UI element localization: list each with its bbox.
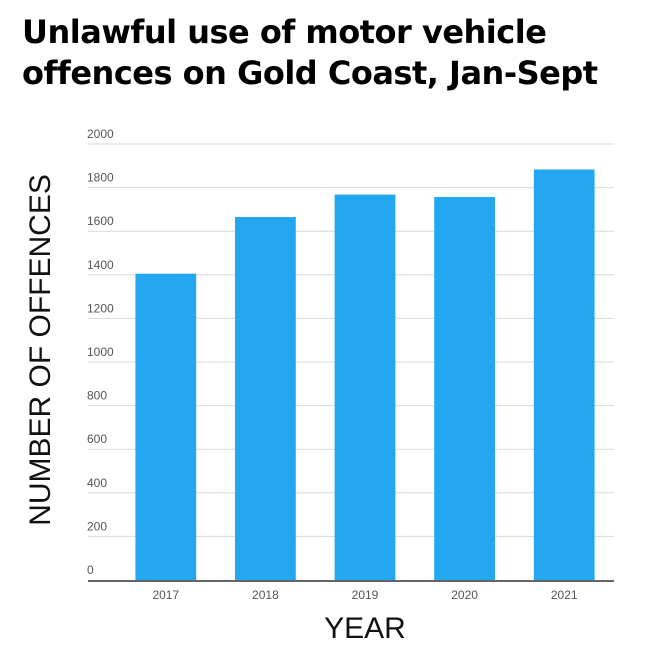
bar-2020	[434, 196, 495, 580]
chart-title-line-1: Unlawful use of motor vehicle	[22, 13, 547, 51]
bar-2017	[135, 273, 197, 580]
bars	[135, 169, 595, 581]
y-tick-label: 2000	[87, 127, 114, 141]
y-tick-label: 1000	[87, 345, 114, 359]
bar-2018	[235, 217, 296, 580]
y-tick-label: 1400	[87, 258, 114, 272]
x-axis-label: YEAR	[324, 612, 406, 645]
chart-title-line-2: offences on Gold Coast, Jan-Sept	[22, 54, 598, 92]
x-tick-label: 2019	[352, 588, 379, 602]
x-tick-labels: 2017 2018 2019 2020 2021	[152, 588, 577, 602]
x-tick-label: 2017	[152, 588, 179, 602]
y-tick-label: 0	[87, 563, 94, 577]
y-tick-label: 1200	[87, 301, 114, 315]
y-tick-label: 200	[87, 519, 107, 533]
y-tick-label: 1800	[87, 171, 114, 185]
bar-2019	[334, 194, 396, 581]
x-tick-label: 2021	[551, 588, 578, 602]
y-axis-label: NUMBER OF OFFENCES	[24, 174, 57, 526]
y-tick-labels: 0 200 400 600 800 1000 1200 1400 1600 1800 2000	[87, 127, 114, 577]
chart-title: Unlawful use of motor vehicle offences o…	[22, 12, 642, 94]
y-tick-label: 1600	[87, 214, 114, 228]
x-tick-label: 2018	[252, 588, 279, 602]
y-tick-label: 800	[87, 389, 107, 403]
y-tick-label: 400	[87, 476, 107, 490]
bar-2021	[533, 169, 595, 581]
x-tick-label: 2020	[451, 588, 478, 602]
y-tick-label: 600	[87, 432, 107, 446]
